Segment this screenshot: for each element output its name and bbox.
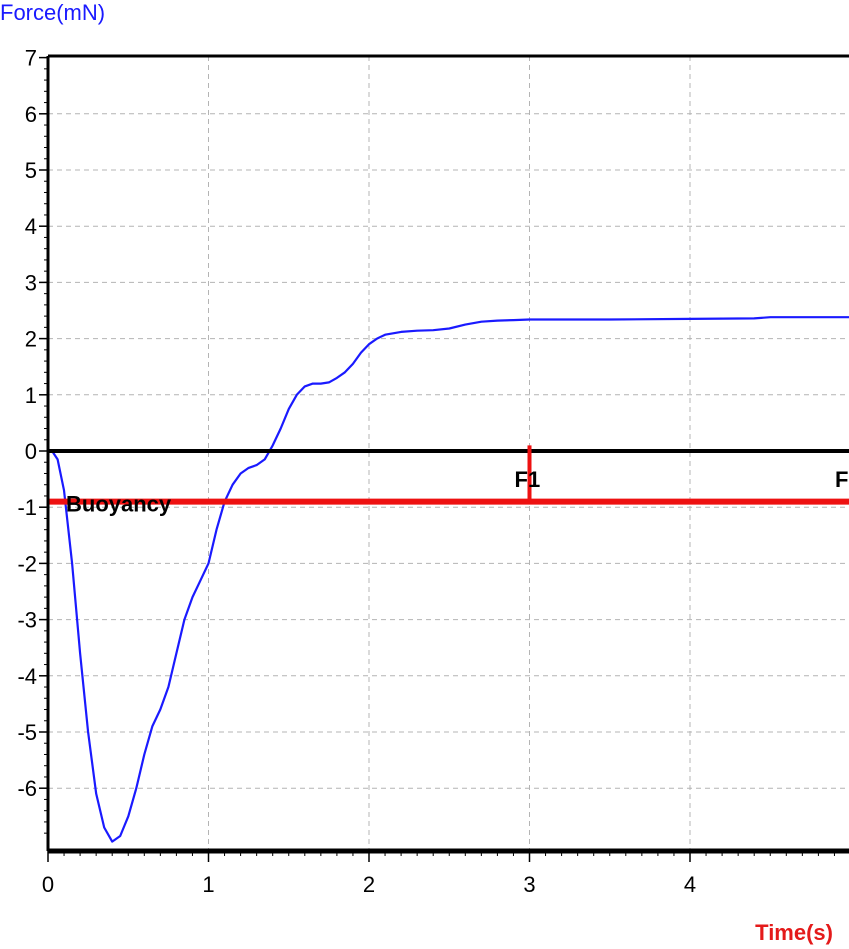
edge-f-label: F bbox=[835, 467, 848, 492]
y-tick-label: -5 bbox=[17, 720, 37, 745]
y-tick-label: 6 bbox=[25, 102, 37, 127]
y-tick-label: -6 bbox=[17, 776, 37, 801]
tick-layer: 7 6 5 4 3 2 1 0 -1 -2 -3 -4 -5 -6 0 1 2 3 4 bbox=[17, 46, 835, 897]
x-tick-label: 4 bbox=[684, 872, 696, 897]
y-tick-label: 2 bbox=[25, 327, 37, 352]
x-tick-label: 2 bbox=[363, 872, 375, 897]
y-tick-label: 3 bbox=[25, 270, 37, 295]
series-layer bbox=[47, 316, 849, 843]
force-series-line bbox=[47, 316, 849, 843]
y-tick-label: 0 bbox=[25, 439, 37, 464]
y-tick-label: -2 bbox=[17, 551, 37, 576]
y-tick-label: -3 bbox=[17, 608, 37, 633]
x-tick-label: 3 bbox=[523, 872, 535, 897]
grid-lines bbox=[48, 56, 849, 851]
annotation-layer: Buoyancy F1 F bbox=[48, 445, 849, 517]
x-tick-label: 0 bbox=[42, 872, 54, 897]
x-axis-label: Time(s) bbox=[755, 920, 833, 945]
x-tick-label: 1 bbox=[202, 872, 214, 897]
f1-label: F1 bbox=[515, 467, 541, 492]
y-tick-label: 1 bbox=[25, 383, 37, 408]
y-tick-label: 7 bbox=[25, 46, 37, 71]
y-tick-label: 5 bbox=[25, 158, 37, 183]
y-axis-label: Force(mN) bbox=[0, 0, 105, 25]
y-tick-label: -1 bbox=[17, 495, 37, 520]
axes-layer bbox=[46, 54, 849, 854]
y-tick-label: -4 bbox=[17, 664, 37, 689]
y-tick-label: 4 bbox=[25, 214, 37, 239]
buoyancy-label: Buoyancy bbox=[66, 492, 172, 517]
